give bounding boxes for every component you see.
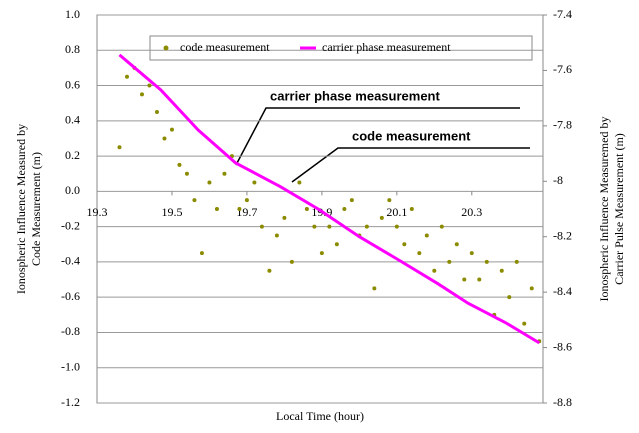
y2-axis-label-line: Ionospheric Influence Measuremed by xyxy=(597,117,611,302)
data-point xyxy=(372,286,377,291)
legend-marker xyxy=(163,45,169,51)
y-tick-label: 0.6 xyxy=(65,77,80,91)
data-point xyxy=(417,251,422,256)
data-point xyxy=(237,207,242,211)
data-point xyxy=(514,259,519,264)
y-axis-label: Ionospheric Influence Measured by Code M… xyxy=(14,124,43,294)
data-point xyxy=(282,215,287,220)
data-point xyxy=(304,207,309,211)
data-point xyxy=(507,295,512,300)
y2-axis-label: Ionospheric Influence Measuremed by Carr… xyxy=(597,117,626,302)
data-point xyxy=(267,268,272,273)
data-point xyxy=(364,224,369,229)
data-point xyxy=(244,198,249,203)
data-point xyxy=(162,136,167,141)
x-tick-label: 20.1 xyxy=(386,205,407,219)
annotation: carrier phase measurement xyxy=(270,88,440,103)
y-tick-label: 0.2 xyxy=(65,148,80,162)
data-point xyxy=(199,251,204,256)
data-point xyxy=(334,242,339,247)
data-point xyxy=(439,224,444,229)
data-point xyxy=(259,224,264,229)
data-point xyxy=(529,286,534,291)
data-point xyxy=(214,207,219,211)
y2-tick-label: -7.6 xyxy=(553,62,572,76)
data-point xyxy=(469,251,474,256)
data-point xyxy=(297,180,302,185)
data-point xyxy=(207,180,212,185)
y2-tick-label: -8.8 xyxy=(553,395,572,409)
y-tick-label: 0.8 xyxy=(65,42,80,56)
data-point xyxy=(484,259,489,264)
data-point xyxy=(184,171,189,176)
y2-tick-label: -8 xyxy=(553,173,563,187)
data-line xyxy=(118,53,541,345)
legend xyxy=(149,35,533,61)
y-tick-label: -0.6 xyxy=(61,289,80,303)
y-tick-label: -0.4 xyxy=(61,254,80,268)
callout-line xyxy=(235,107,520,166)
y-axis-label-line: Ionospheric Influence Measured by xyxy=(14,124,28,294)
data-point xyxy=(274,233,279,238)
callout-line xyxy=(291,147,530,183)
data-point xyxy=(477,277,482,282)
y-axis-label-line: Code Measurement (m) xyxy=(29,152,43,266)
data-point xyxy=(169,127,174,132)
data-point xyxy=(424,233,429,238)
x-tick-label: 19.3 xyxy=(87,205,108,219)
y2-axis-label-line: Carrier Pulse Measurement (m) xyxy=(612,133,626,285)
data-point xyxy=(462,277,467,282)
data-point xyxy=(147,83,152,88)
y2-tick-label: -8.4 xyxy=(553,284,572,298)
data-point xyxy=(349,198,354,203)
y-tick-label: 1.0 xyxy=(65,7,80,21)
data-point xyxy=(177,162,182,167)
data-point xyxy=(117,145,122,150)
y-tick-label: -0.2 xyxy=(61,218,80,232)
data-point xyxy=(342,207,347,211)
data-point xyxy=(222,171,227,176)
data-point xyxy=(499,268,504,273)
y-tick-label: -1.0 xyxy=(61,359,80,373)
data-point xyxy=(379,215,384,220)
data-point xyxy=(192,198,197,203)
data-point xyxy=(454,242,459,247)
legend-label: carrier phase measurement xyxy=(322,40,451,54)
y2-tick-label: -7.8 xyxy=(553,118,572,132)
data-point xyxy=(522,321,527,326)
legend-label: code measurement xyxy=(180,40,270,54)
data-point xyxy=(402,242,407,247)
data-point xyxy=(409,207,414,211)
y-tick-label: -1.2 xyxy=(61,395,80,409)
annotation: code measurement xyxy=(352,128,471,143)
data-point xyxy=(139,92,144,97)
data-point xyxy=(154,110,159,114)
y-tick-label: 0.0 xyxy=(65,183,80,197)
data-point xyxy=(124,74,129,79)
data-point xyxy=(432,268,437,273)
y2-tick-label: -8.6 xyxy=(553,339,572,353)
data-point xyxy=(312,224,317,229)
x-tick-label: 19.7 xyxy=(236,205,257,219)
y2-tick-label: -8.2 xyxy=(553,228,572,242)
data-point xyxy=(289,259,294,264)
data-point xyxy=(252,180,257,185)
data-point xyxy=(447,259,452,264)
data-point xyxy=(319,251,324,256)
data-point xyxy=(394,224,399,229)
x-axis-label: Local Time (hour) xyxy=(276,409,364,423)
y2-tick-label: -7.4 xyxy=(553,7,572,21)
data-point xyxy=(387,198,392,203)
y-tick-label: 0.4 xyxy=(65,113,80,127)
y-tick-label: -0.8 xyxy=(61,324,80,338)
x-tick-label: 20.3 xyxy=(461,205,482,219)
data-point xyxy=(327,224,332,229)
x-tick-label: 19.5 xyxy=(161,205,182,219)
